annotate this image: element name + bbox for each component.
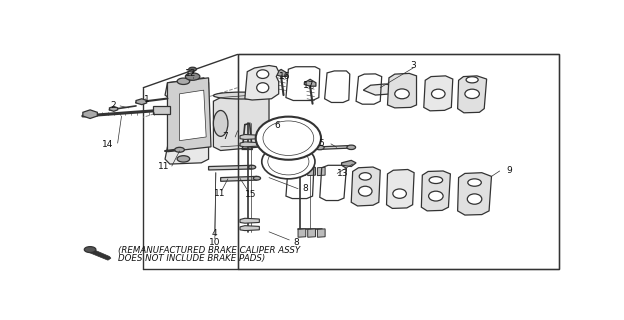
- Polygon shape: [240, 218, 260, 223]
- Text: 2: 2: [110, 101, 115, 110]
- Text: 7: 7: [223, 132, 228, 141]
- Circle shape: [84, 247, 96, 252]
- Circle shape: [177, 156, 190, 162]
- Circle shape: [253, 176, 261, 180]
- Polygon shape: [180, 90, 206, 141]
- Polygon shape: [308, 229, 316, 237]
- Text: 11: 11: [213, 189, 225, 198]
- Text: 14: 14: [102, 140, 114, 149]
- Polygon shape: [165, 78, 208, 99]
- Polygon shape: [298, 167, 306, 176]
- Text: 16: 16: [279, 72, 291, 81]
- Polygon shape: [221, 176, 257, 181]
- Text: 4: 4: [212, 228, 218, 237]
- Polygon shape: [305, 79, 316, 86]
- Ellipse shape: [213, 92, 269, 99]
- Polygon shape: [109, 107, 118, 111]
- Ellipse shape: [359, 173, 371, 180]
- Polygon shape: [165, 143, 208, 164]
- Circle shape: [177, 78, 190, 84]
- Text: 10: 10: [209, 238, 221, 247]
- Polygon shape: [208, 165, 252, 170]
- Polygon shape: [388, 73, 417, 108]
- Polygon shape: [351, 167, 380, 206]
- Text: 12: 12: [185, 69, 197, 78]
- Ellipse shape: [465, 89, 479, 99]
- Polygon shape: [363, 84, 399, 95]
- Polygon shape: [238, 54, 559, 269]
- Circle shape: [316, 145, 324, 150]
- Text: 9: 9: [507, 166, 512, 175]
- Text: 8: 8: [303, 184, 308, 193]
- Polygon shape: [308, 167, 316, 176]
- Polygon shape: [318, 167, 325, 176]
- Text: (REMANUFACTURED BRAKE CALIPER ASSY: (REMANUFACTURED BRAKE CALIPER ASSY: [118, 246, 300, 255]
- Ellipse shape: [395, 89, 409, 99]
- Ellipse shape: [429, 177, 442, 184]
- Polygon shape: [167, 78, 211, 152]
- Text: DOES NOT INCLUDE BRAKE PADS): DOES NOT INCLUDE BRAKE PADS): [118, 254, 265, 263]
- Polygon shape: [421, 171, 451, 211]
- Text: 3: 3: [410, 60, 416, 69]
- Ellipse shape: [268, 148, 309, 175]
- Ellipse shape: [261, 144, 315, 179]
- Polygon shape: [87, 248, 111, 260]
- Ellipse shape: [358, 186, 372, 196]
- Polygon shape: [240, 142, 260, 147]
- Ellipse shape: [466, 77, 478, 83]
- Polygon shape: [213, 94, 269, 150]
- Polygon shape: [319, 146, 351, 149]
- Polygon shape: [457, 76, 487, 113]
- Polygon shape: [240, 226, 260, 231]
- Polygon shape: [245, 66, 279, 100]
- Text: 15: 15: [245, 190, 257, 199]
- Text: 5: 5: [318, 139, 324, 148]
- Text: 8: 8: [294, 238, 300, 247]
- Circle shape: [188, 67, 197, 71]
- Ellipse shape: [213, 110, 228, 136]
- Polygon shape: [341, 160, 356, 166]
- Polygon shape: [136, 99, 147, 105]
- Polygon shape: [457, 173, 492, 215]
- Ellipse shape: [432, 89, 445, 99]
- Polygon shape: [83, 110, 97, 118]
- Ellipse shape: [256, 116, 321, 160]
- Polygon shape: [240, 134, 260, 140]
- Polygon shape: [318, 229, 325, 237]
- Polygon shape: [386, 170, 414, 208]
- Text: 13: 13: [337, 169, 349, 178]
- Ellipse shape: [256, 83, 269, 92]
- Circle shape: [175, 147, 185, 152]
- Circle shape: [185, 73, 200, 80]
- Circle shape: [248, 165, 256, 169]
- Polygon shape: [275, 69, 287, 76]
- Polygon shape: [298, 229, 306, 237]
- Ellipse shape: [429, 191, 443, 201]
- Text: 1: 1: [144, 95, 150, 104]
- Ellipse shape: [256, 70, 269, 78]
- Ellipse shape: [467, 194, 482, 204]
- Ellipse shape: [263, 121, 314, 156]
- Bar: [153, 106, 170, 114]
- Ellipse shape: [393, 189, 406, 198]
- Polygon shape: [424, 76, 453, 111]
- Circle shape: [347, 145, 356, 149]
- Ellipse shape: [468, 179, 481, 186]
- Text: 11: 11: [158, 162, 170, 171]
- Text: 17: 17: [303, 82, 315, 91]
- Text: 6: 6: [275, 121, 281, 130]
